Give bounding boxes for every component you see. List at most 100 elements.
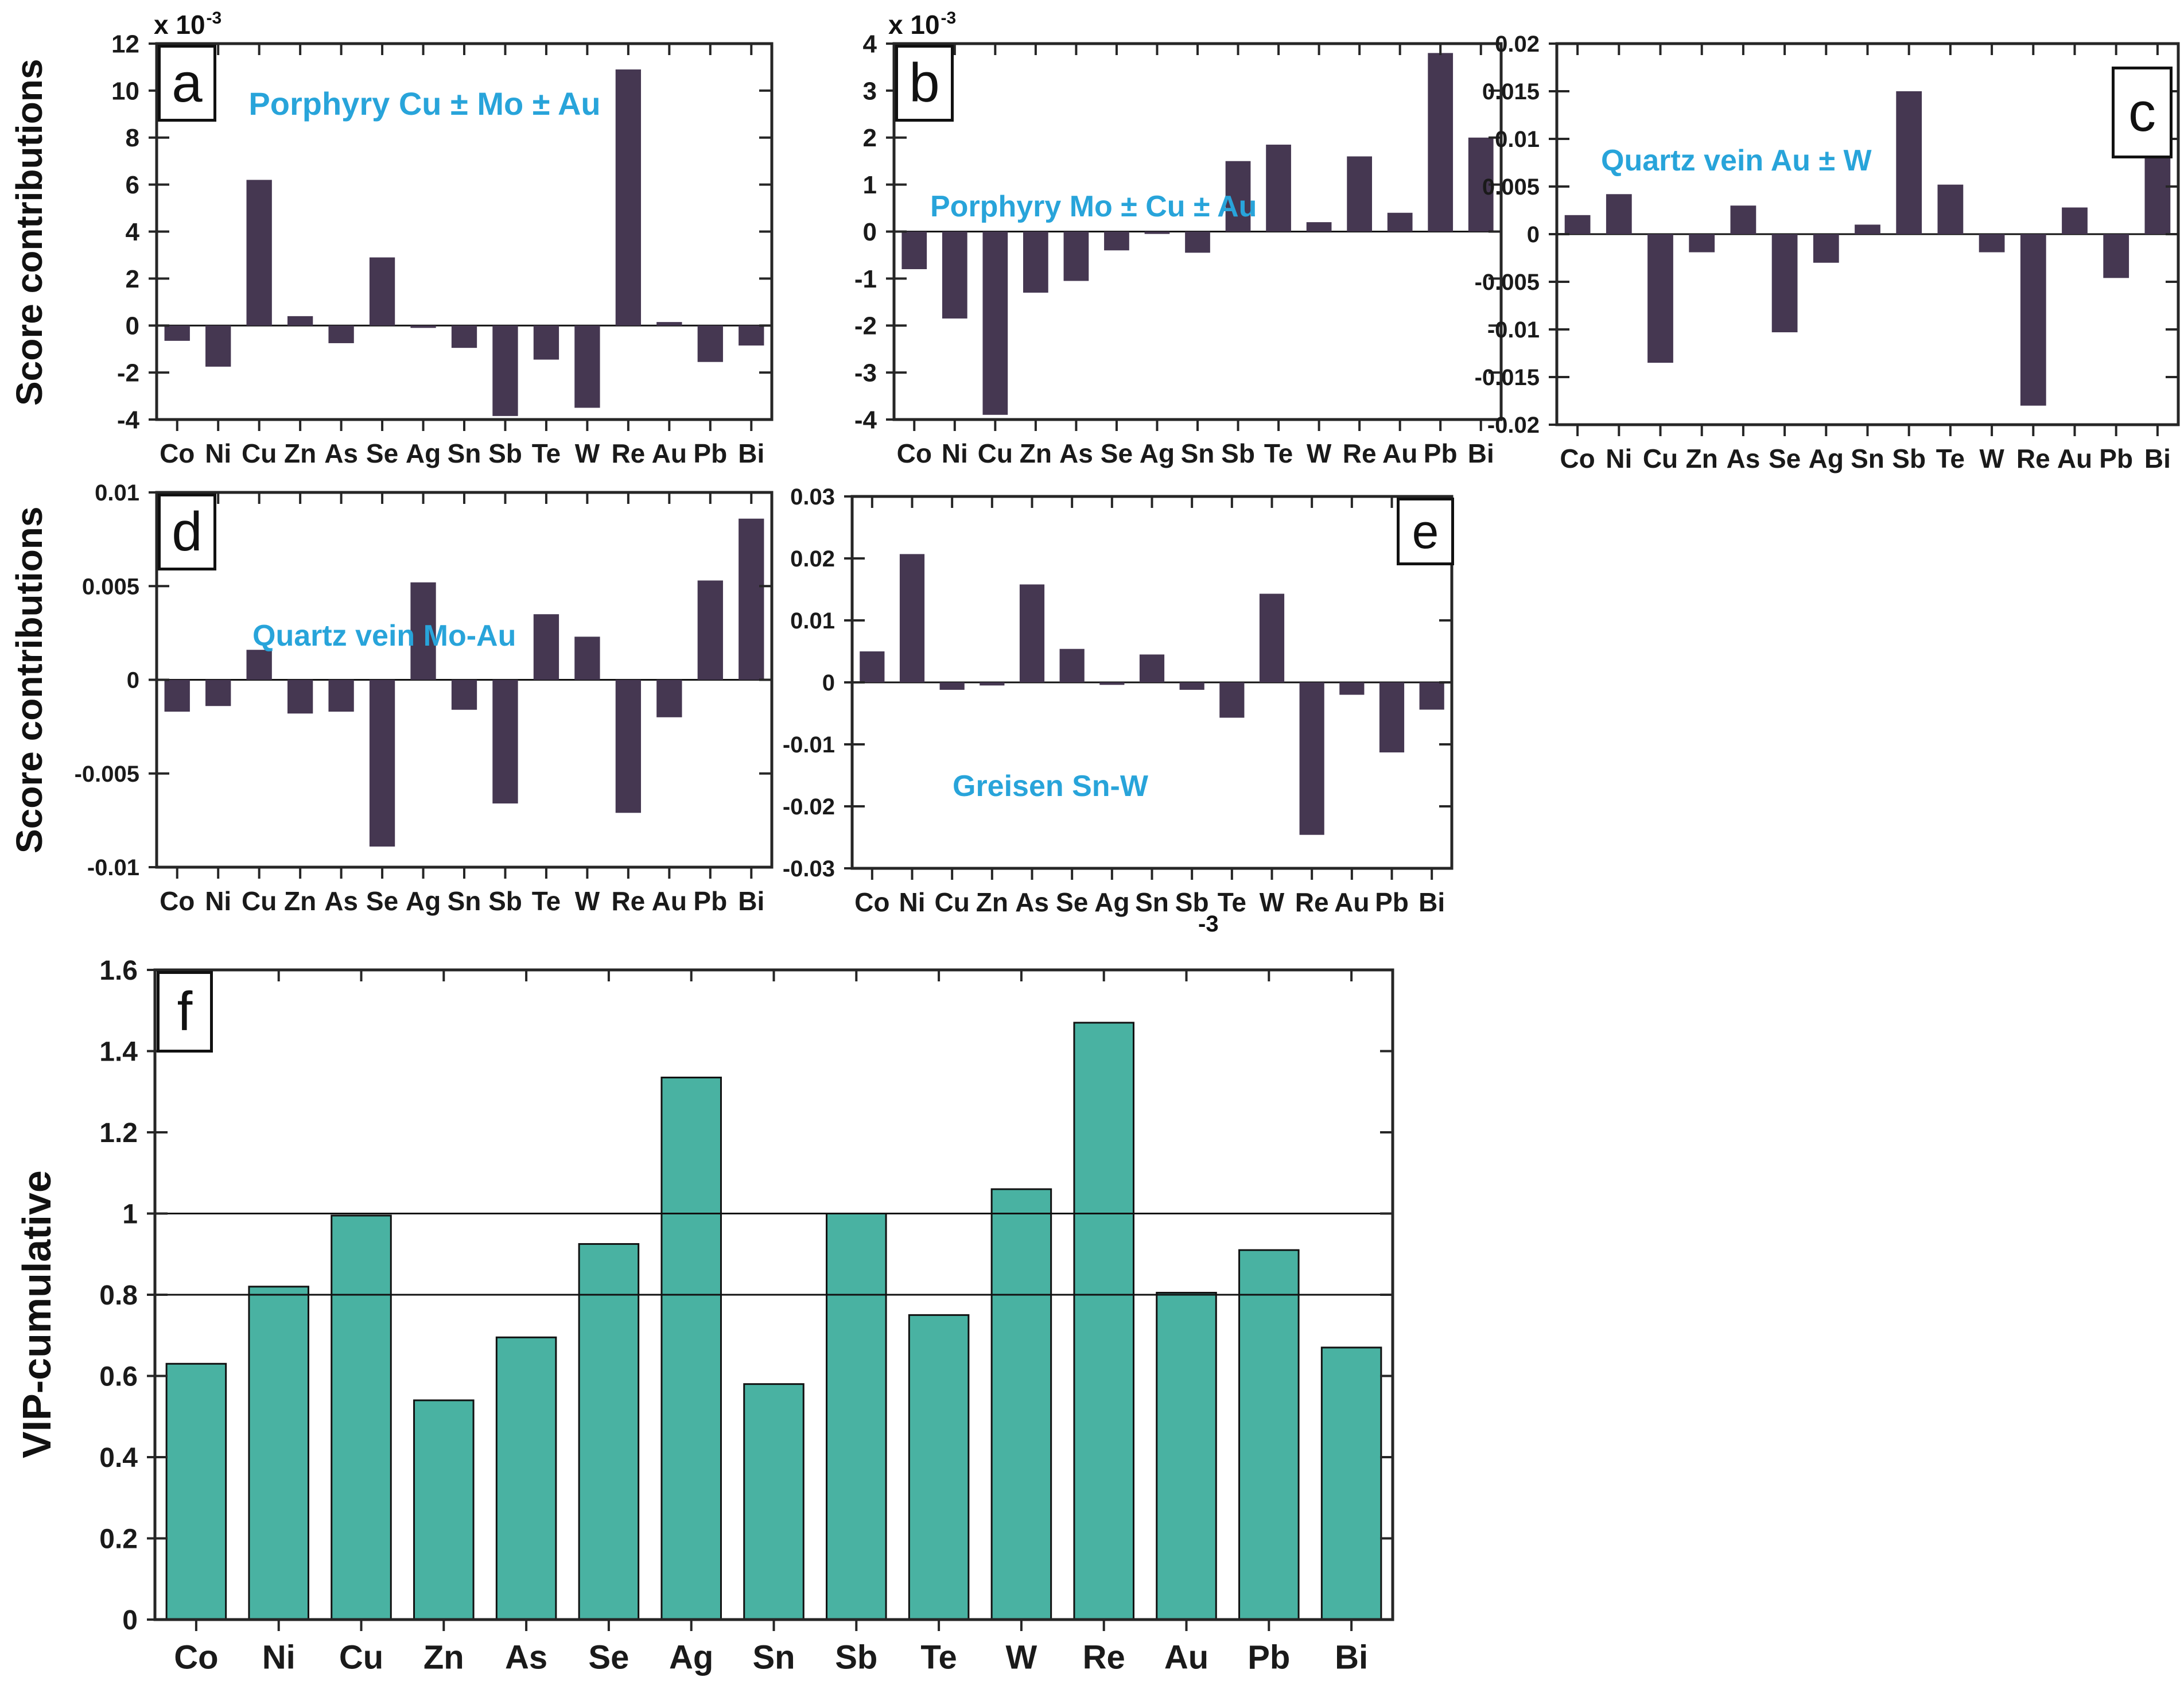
xlabel-d-Sb: Sb [488, 886, 522, 916]
bar-d-Au [656, 680, 682, 717]
xlabel-b-Se: Se [1101, 438, 1133, 468]
xlabel-a-Ni: Ni [205, 438, 231, 468]
bar-f-Sn [743, 1383, 805, 1621]
bar-d-Ni [205, 680, 231, 706]
xlabel-b-Bi: Bi [1468, 438, 1494, 468]
bar-b-Co [901, 231, 927, 269]
bar-c-Ni [1606, 194, 1632, 234]
ytick-label-a--2: -2 [117, 359, 139, 387]
bar-a-Ni [205, 325, 231, 367]
bar-b-Zn [1023, 231, 1048, 293]
xlabel-c-Bi: Bi [2144, 444, 2171, 473]
xlabel-f-As: As [505, 1639, 547, 1676]
bar-f-Te [908, 1314, 970, 1621]
bar-c-Se [1771, 234, 1798, 332]
bar-b-Sn [1185, 231, 1210, 253]
xlabel-e-Te: Te [1218, 887, 1246, 917]
xlabel-d-Cu: Cu [242, 886, 277, 916]
bar-e-Cu [939, 682, 965, 690]
ytick-label-f-1.4: 1.4 [99, 1036, 138, 1067]
bar-d-Sn [451, 680, 477, 710]
xlabel-a-Sn: Sn [448, 438, 481, 468]
xlabel-a-W: W [575, 438, 600, 468]
xlabel-b-Ag: Ag [1140, 438, 1175, 468]
panel-title-e: Greisen Sn-W [953, 770, 1148, 803]
xlabel-e-Re: Re [1295, 887, 1329, 917]
xlabel-e-Zn: Zn [976, 887, 1008, 917]
bar-d-Zn [287, 680, 313, 714]
panel-letter-a: a [158, 45, 216, 122]
xlabel-e-Bi: Bi [1419, 887, 1445, 917]
xlabel-f-Ni: Ni [262, 1639, 296, 1676]
ytick-label-e-0.03: 0.03 [790, 484, 835, 510]
xlabel-b-Co: Co [897, 438, 932, 468]
xlabel-f-Cu: Cu [339, 1639, 383, 1676]
xlabel-b-Te: Te [1264, 438, 1293, 468]
xlabel-f-W: W [1006, 1639, 1037, 1676]
ytick-label-c--0.01: -0.01 [1487, 317, 1540, 343]
xlabel-e-Cu: Cu [935, 887, 970, 917]
bar-a-Ag [410, 325, 436, 328]
bar-d-Sb [492, 680, 518, 803]
ytick-label-c--0.02: -0.02 [1487, 413, 1540, 438]
xlabel-d-W: W [575, 886, 600, 916]
bar-e-Te [1219, 682, 1245, 718]
ytick-label-b-0: 0 [863, 218, 877, 246]
bar-e-Zn [980, 682, 1005, 686]
xlabel-d-Au: Au [652, 886, 687, 916]
xlabel-e-Ni: Ni [899, 887, 926, 917]
ytick-label-f-1: 1 [122, 1199, 138, 1229]
ytick-label-c-0.015: 0.015 [1482, 79, 1540, 104]
bar-c-Bi [2144, 157, 2171, 234]
xlabel-c-Ag: Ag [1809, 444, 1844, 473]
panel-title-d: Quartz vein Mo-Au [252, 619, 516, 653]
ytick-label-c--0.015: -0.015 [1475, 365, 1540, 390]
bar-b-Ag [1144, 231, 1170, 234]
ylabel-score-contributions-row2: Score contributions [9, 506, 50, 854]
bar-e-Bi [1419, 682, 1444, 710]
scale-note-b-exponent: -3 [941, 9, 957, 28]
ytick-label-c--0.005: -0.005 [1475, 270, 1540, 295]
xlabel-d-Te: Te [532, 886, 561, 916]
xlabel-b-Ni: Ni [942, 438, 968, 468]
xlabel-c-Sn: Sn [1851, 444, 1884, 473]
xlabel-a-Re: Re [611, 438, 645, 468]
xlabel-c-Re: Re [2016, 444, 2050, 473]
xlabel-e-Co: Co [854, 887, 889, 917]
ytick-label-c-0.01: 0.01 [1495, 127, 1540, 152]
xlabel-b-Zn: Zn [1020, 438, 1052, 468]
scale-note-b-base: x 10 [888, 10, 940, 40]
xlabel-f-Co: Co [174, 1639, 218, 1676]
bar-f-Au [1156, 1291, 1217, 1621]
bar-d-Co [164, 680, 190, 712]
bar-b-Te [1266, 145, 1291, 232]
xlabel-a-Zn: Zn [284, 438, 316, 468]
ytick-label-b-2: 2 [863, 124, 877, 152]
xlabel-b-Cu: Cu [978, 438, 1013, 468]
bar-b-Pb [1428, 53, 1454, 232]
ytick-label-c-0: 0 [1527, 222, 1540, 247]
xlabel-f-Bi: Bi [1335, 1639, 1368, 1676]
xlabel-b-As: As [1059, 438, 1093, 468]
bar-d-Pb [697, 580, 723, 680]
bar-c-Au [2062, 207, 2088, 234]
scale-note-a-base: x 10 [154, 10, 205, 40]
panel-title-a: Porphyry Cu ± Mo ± Au [248, 86, 601, 122]
bar-d-Cu [246, 650, 272, 680]
ytick-label-f-0: 0 [122, 1605, 138, 1636]
xlabel-e-Sn: Sn [1135, 887, 1169, 917]
xlabel-d-Re: Re [611, 886, 645, 916]
bar-d-W [574, 636, 600, 680]
bar-c-Te [1937, 184, 1964, 234]
ytick-label-f-0.6: 0.6 [99, 1361, 138, 1392]
stray-exponent-text: -3 [1198, 911, 1219, 937]
bar-b-As [1063, 231, 1089, 281]
ytick-label-a-2: 2 [126, 265, 139, 293]
bar-a-Pb [697, 325, 723, 362]
xlabel-e-Ag: Ag [1094, 887, 1129, 917]
xlabel-f-Zn: Zn [423, 1639, 464, 1676]
bar-b-Re [1347, 156, 1372, 232]
panel-letter-d: d [158, 494, 216, 570]
